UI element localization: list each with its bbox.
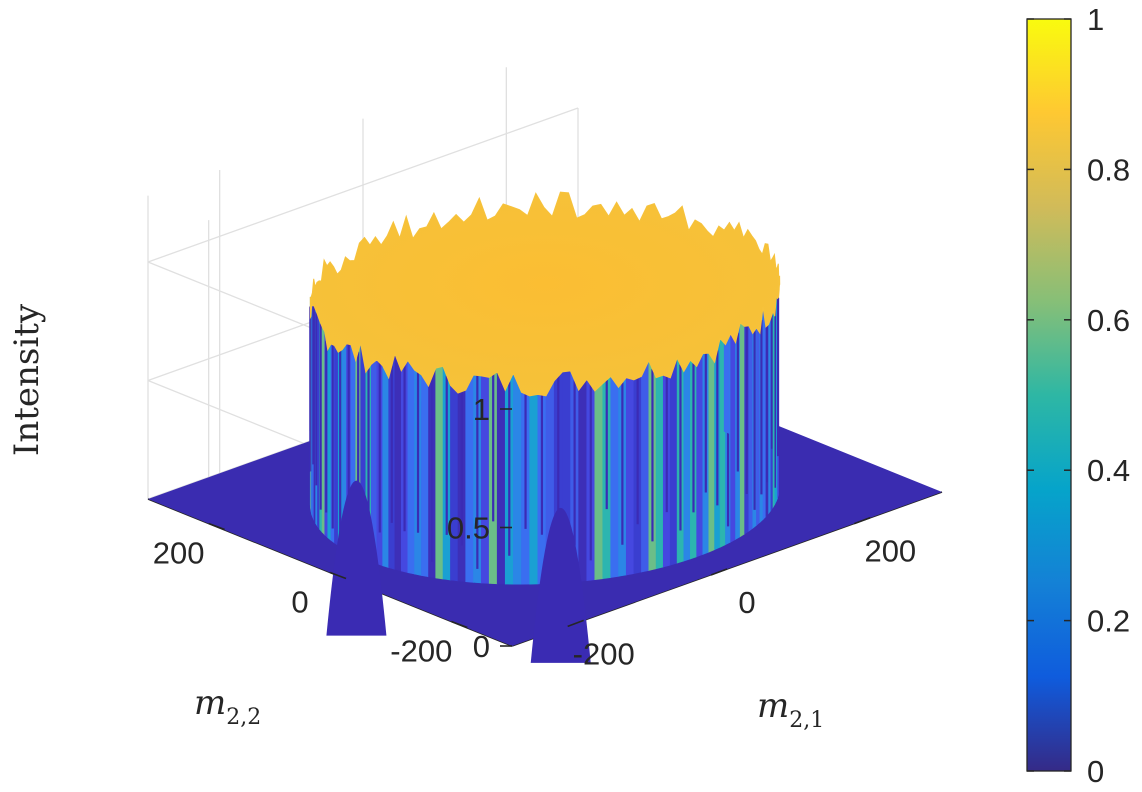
colorbar-tick-label: 0.4 bbox=[1087, 453, 1130, 488]
wall-facet bbox=[708, 352, 715, 553]
wall-facet bbox=[529, 394, 539, 585]
wall-facet bbox=[610, 375, 619, 578]
wall-facet bbox=[382, 365, 389, 568]
wall-facet bbox=[768, 317, 772, 515]
wall-facet bbox=[435, 365, 444, 580]
x-tick-label: 0 bbox=[738, 585, 755, 620]
wall-facet bbox=[334, 344, 339, 547]
y-tick-label: -200 bbox=[390, 634, 452, 669]
wall-facet bbox=[641, 360, 650, 573]
wall-facet bbox=[450, 384, 459, 582]
y-axis-label: m2,2 bbox=[194, 683, 261, 730]
z-tick-label: 1 bbox=[473, 392, 490, 427]
colorbar bbox=[1026, 18, 1072, 772]
wall-facet bbox=[407, 359, 415, 575]
colorbar-tick-label: 0.6 bbox=[1087, 303, 1130, 338]
wall-facet bbox=[669, 358, 678, 566]
wall-lobe bbox=[326, 480, 387, 636]
colorbar-tick-label: 0 bbox=[1087, 754, 1104, 789]
wall-facet bbox=[739, 322, 745, 538]
wall-facet bbox=[317, 314, 320, 531]
tick-marks bbox=[208, 408, 871, 647]
z-tick-label: 0.5 bbox=[447, 511, 490, 546]
x-axis-label: m2,1 bbox=[757, 686, 824, 733]
y-tick-label: 0 bbox=[291, 585, 308, 620]
wall-facet bbox=[321, 326, 326, 536]
wall-facet bbox=[748, 325, 754, 532]
colorbar-tick-label: 0.2 bbox=[1087, 604, 1130, 639]
wall-facet bbox=[394, 353, 402, 572]
y-tick-label: 200 bbox=[153, 536, 205, 571]
wall-facet bbox=[756, 326, 761, 527]
x-tick-label: 200 bbox=[864, 534, 916, 569]
wall-facet bbox=[327, 342, 332, 541]
wall-facet bbox=[513, 373, 522, 585]
wall-facet bbox=[683, 359, 691, 562]
wall-facet bbox=[421, 373, 429, 578]
z-axis-label: Intensity bbox=[7, 303, 47, 456]
wall-facet bbox=[578, 378, 588, 582]
wall-facet bbox=[625, 377, 635, 576]
z-tick-label: 0 bbox=[473, 629, 490, 664]
wall-facet bbox=[496, 371, 506, 585]
surface-plateau bbox=[309, 191, 781, 397]
wall-facet bbox=[655, 374, 664, 570]
wall-facet bbox=[762, 307, 767, 521]
wall-facet bbox=[594, 382, 604, 581]
colorbar-tick-label: 0.8 bbox=[1087, 152, 1130, 187]
colorbar-ticks bbox=[1027, 18, 1071, 772]
colorbar-tick-label: 1 bbox=[1087, 2, 1104, 37]
x-tick-label: -200 bbox=[573, 636, 635, 671]
wall-facet bbox=[696, 353, 704, 558]
wall-facet bbox=[730, 332, 736, 543]
